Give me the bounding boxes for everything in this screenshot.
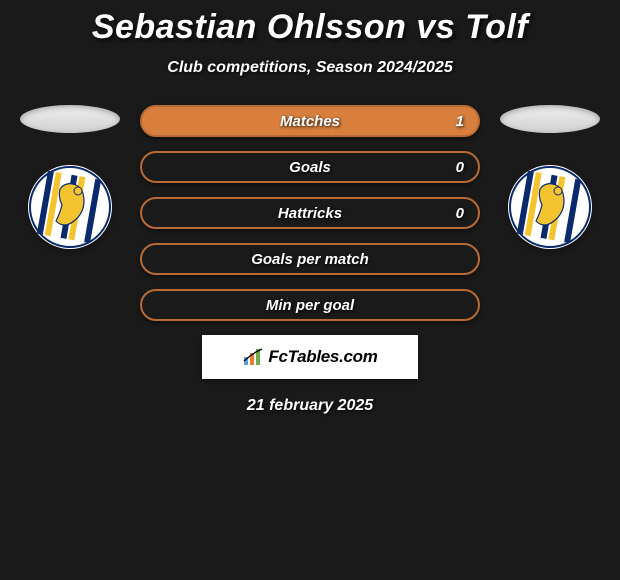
stat-value-right: 0	[456, 159, 464, 176]
ifk-badge-icon	[28, 165, 112, 249]
stat-label: Goals	[289, 159, 331, 176]
stat-bar: Goals per match	[140, 243, 480, 275]
stat-value-right: 0	[456, 205, 464, 222]
date-text: 21 february 2025	[0, 397, 620, 415]
club-badge-right	[508, 165, 592, 249]
brand-chart-icon	[242, 347, 264, 367]
stat-bar: Goals 0	[140, 151, 480, 183]
infographic-container: Sebastian Ohlsson vs Tolf Club competiti…	[0, 0, 620, 580]
stat-label: Min per goal	[266, 297, 354, 314]
player-right-column	[500, 105, 600, 249]
subtitle: Club competitions, Season 2024/2025	[0, 59, 620, 77]
stat-bar: Hattricks 0	[140, 197, 480, 229]
brand-box: FcTables.com	[202, 335, 418, 379]
stat-bar: Matches 1	[140, 105, 480, 137]
ifk-badge-icon	[508, 165, 592, 249]
club-badge-left	[28, 165, 112, 249]
stat-bar: Min per goal	[140, 289, 480, 321]
player-left-head-icon	[20, 105, 120, 133]
page-title: Sebastian Ohlsson vs Tolf	[0, 8, 620, 47]
content-row: Matches 1 Goals 0 Hattricks 0 Goals per match M…	[0, 105, 620, 321]
brand-label: FcTables.com	[268, 347, 377, 367]
stats-bars: Matches 1 Goals 0 Hattricks 0 Goals per match M…	[140, 105, 480, 321]
player-left-column	[20, 105, 120, 249]
stat-label: Goals per match	[251, 251, 369, 268]
stat-label: Hattricks	[278, 205, 342, 222]
player-right-head-icon	[500, 105, 600, 133]
stat-value-right: 1	[456, 113, 464, 130]
stat-label: Matches	[280, 113, 340, 130]
